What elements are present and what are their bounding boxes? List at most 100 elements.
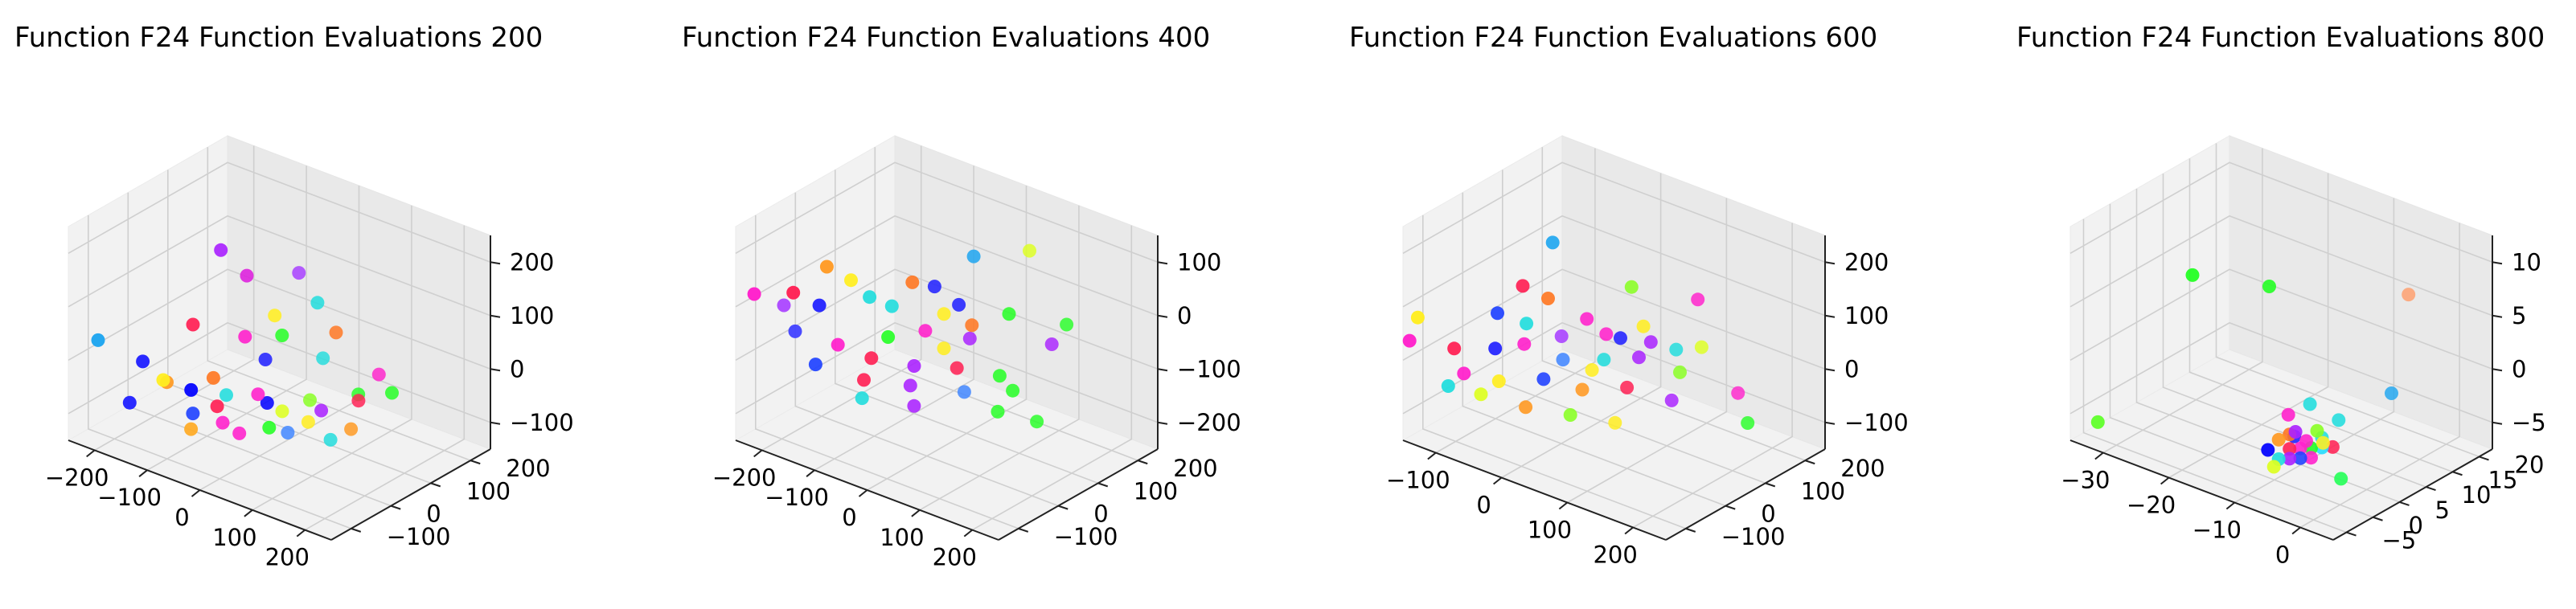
z-tick [1157, 368, 1168, 372]
chart-title: Function F24 Function Evaluations 600 [1349, 22, 1877, 54]
x-tick [86, 449, 96, 458]
data-point [937, 341, 951, 356]
y-tick-label: 200 [1173, 455, 1217, 482]
z-tick [1824, 261, 1836, 265]
data-point [214, 243, 228, 257]
data-point [262, 420, 277, 435]
y-tick-label: 100 [1134, 477, 1178, 505]
data-point [808, 358, 822, 372]
data-point [1691, 292, 1705, 307]
y-tick [1804, 460, 1815, 465]
z-gridline [2069, 161, 2493, 264]
data-point [1491, 374, 1506, 388]
x-gridline [1435, 148, 1596, 454]
data-point [927, 280, 941, 294]
data-point [1402, 333, 1417, 348]
z-gridline [735, 161, 1159, 264]
data-point [2402, 288, 2416, 302]
x-gridline [146, 166, 307, 471]
z-tick [1157, 261, 1168, 265]
z-gridline [68, 215, 491, 317]
y-gridline [1422, 215, 1687, 529]
data-point [962, 331, 977, 345]
y-tick-label: 15 [2488, 466, 2518, 493]
data-point [1624, 280, 1639, 294]
z-gridline [68, 161, 491, 264]
x-gridline [1632, 223, 1793, 529]
x-gridline [1567, 198, 1728, 504]
data-point [2288, 425, 2303, 439]
data-point [2283, 452, 2297, 466]
data-point [2334, 472, 2348, 486]
y-tick [430, 482, 441, 488]
data-point [1536, 372, 1551, 386]
x-tick-label: 0 [1476, 492, 1491, 519]
data-point [281, 426, 295, 439]
data-point [1614, 331, 1627, 345]
data-point [316, 351, 330, 366]
x-gridline [867, 186, 1028, 491]
data-point [240, 268, 254, 283]
y-tick-label: −100 [387, 523, 451, 550]
x-gridline [252, 205, 412, 511]
x-tick-label: 200 [1593, 542, 1637, 569]
data-point [385, 386, 399, 400]
data-point [812, 298, 827, 313]
data-point [122, 395, 137, 410]
z-gridline [1402, 215, 1826, 317]
data-point [992, 369, 1007, 383]
z-tick [2492, 368, 2503, 372]
data-point [2316, 435, 2330, 450]
data-point [91, 333, 105, 347]
z-tick-label: −5 [2512, 409, 2546, 436]
data-point [2310, 423, 2324, 438]
subplot-evaluations-400: Function F24 Function Evaluations 400 −20… [682, 22, 1241, 571]
x-gridline [1501, 173, 1662, 479]
data-point [952, 297, 966, 312]
data-point [918, 324, 933, 338]
data-point [232, 426, 247, 440]
x-tick [963, 529, 973, 537]
data-point [215, 415, 230, 430]
y-tick [1097, 482, 1109, 488]
data-point [2293, 451, 2307, 465]
z-tick-label: 200 [1844, 248, 1889, 276]
data-point [957, 385, 971, 399]
data-point [206, 370, 220, 385]
data-point [314, 403, 329, 418]
data-point [1585, 363, 1599, 377]
x-tick-label: −20 [2127, 492, 2176, 519]
data-point [251, 387, 265, 402]
data-point [2090, 415, 2105, 429]
x-axis-line [1402, 439, 1667, 541]
data-point [857, 373, 871, 387]
z-tick [2492, 261, 2503, 265]
z-tick-label: −200 [1177, 409, 1241, 436]
data-point [991, 404, 1005, 419]
data-point [323, 432, 338, 447]
data-point [1597, 353, 1611, 367]
data-point [344, 422, 359, 436]
data-point [864, 351, 879, 366]
data-point [1741, 416, 1755, 430]
y-gridline [1462, 192, 1726, 507]
x-gridline [94, 145, 255, 452]
data-point [2281, 407, 2295, 422]
x-tick-label: −30 [2061, 467, 2110, 494]
z-gridline [735, 321, 1159, 423]
x-tick [753, 449, 763, 458]
z-gridline [1402, 268, 1826, 370]
data-point [303, 393, 317, 407]
y-tick-label: 10 [2462, 481, 2492, 509]
data-point [186, 317, 200, 332]
y-axis-line [1665, 448, 1826, 541]
data-point [1563, 408, 1577, 422]
z-gridline [68, 268, 491, 370]
y-tick [2346, 531, 2357, 537]
z-gridline [2069, 321, 2493, 423]
data-point [907, 359, 921, 373]
data-point [2185, 268, 2200, 282]
data-point [2304, 451, 2318, 465]
z-tick-label: 0 [510, 355, 524, 382]
x-tick [858, 489, 868, 497]
